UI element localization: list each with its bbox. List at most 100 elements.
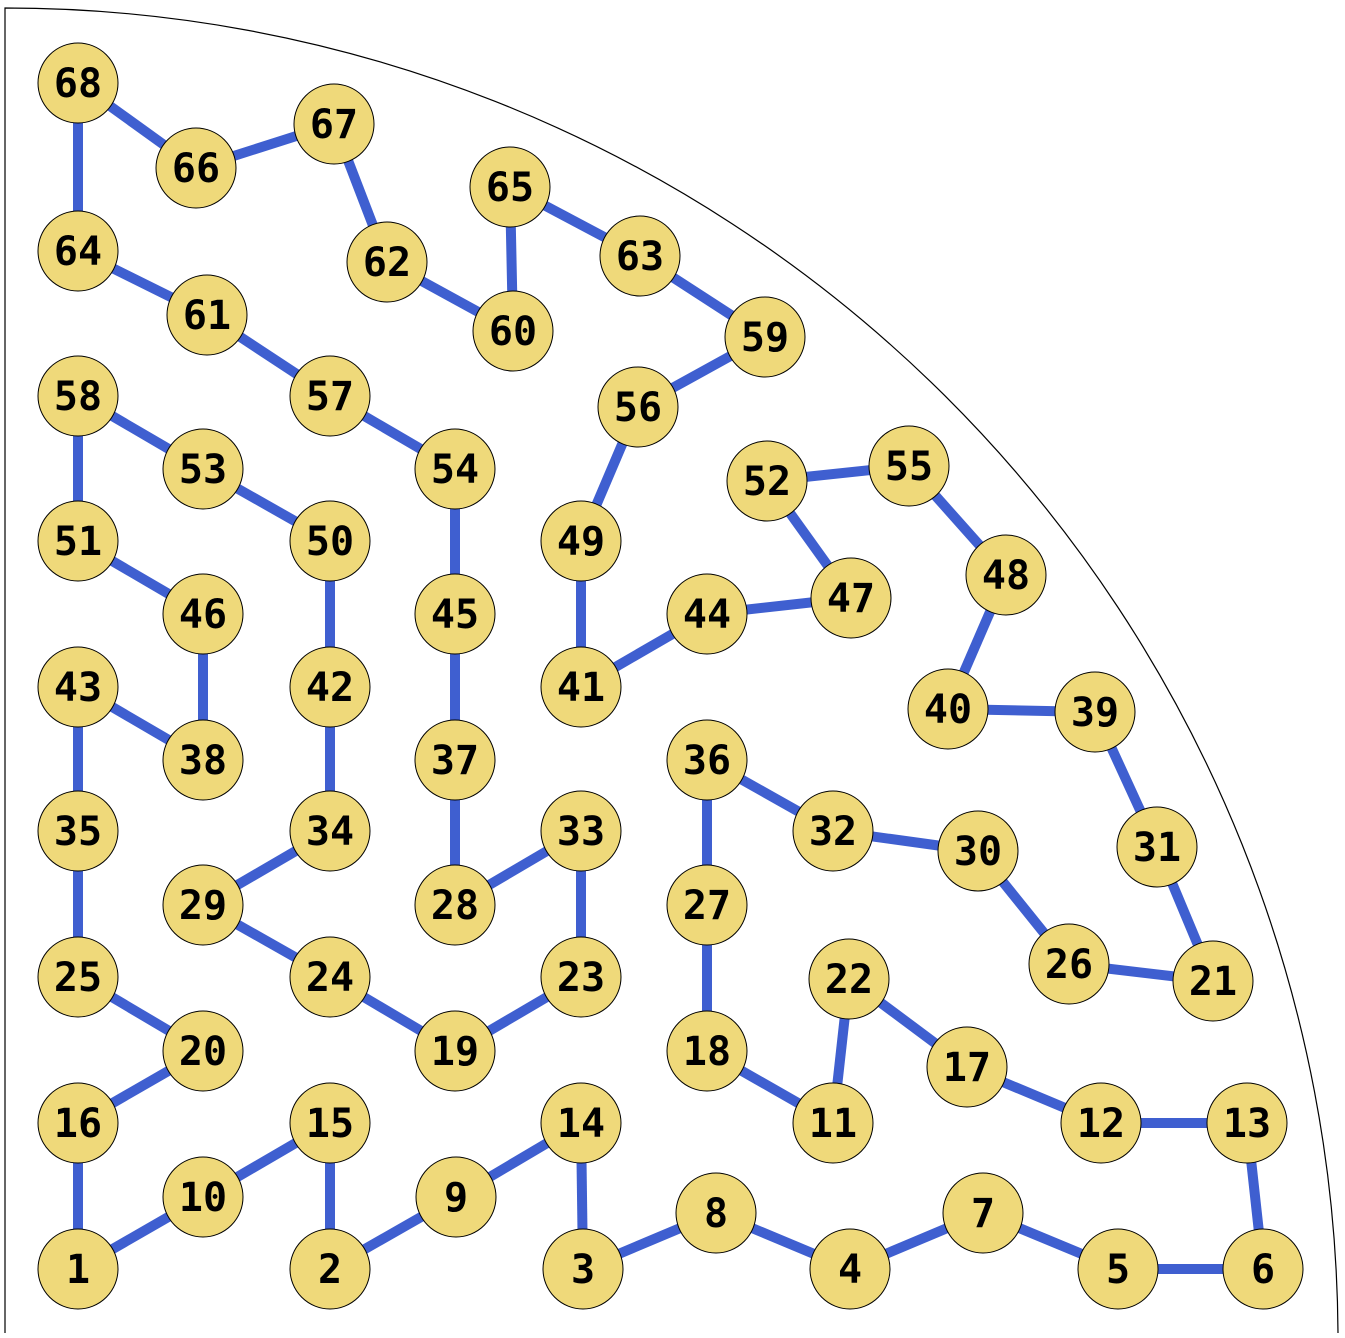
node-label: 48 xyxy=(982,553,1030,599)
node-circle xyxy=(1060,1082,1142,1164)
node-label: 65 xyxy=(486,165,534,211)
node-circle xyxy=(37,936,119,1018)
node-label: 67 xyxy=(310,102,358,148)
node-label: 7 xyxy=(971,1191,995,1237)
node-circle xyxy=(597,366,679,448)
node-31: 31 xyxy=(1116,806,1198,888)
node-label: 17 xyxy=(943,1045,991,1091)
node-1: 1 xyxy=(37,1228,119,1310)
node-circle xyxy=(599,215,681,297)
node-50: 50 xyxy=(289,500,371,582)
node-circle xyxy=(162,719,244,801)
node-label: 27 xyxy=(683,883,731,929)
node-10: 10 xyxy=(162,1156,244,1238)
node-37: 37 xyxy=(414,719,496,801)
node-label: 38 xyxy=(179,738,227,784)
node-label: 16 xyxy=(54,1101,102,1147)
node-circle xyxy=(37,646,119,728)
node-circle xyxy=(289,646,371,728)
node-label: 51 xyxy=(54,519,102,565)
node-circle xyxy=(1116,806,1198,888)
node-circle xyxy=(37,500,119,582)
node-25: 25 xyxy=(37,936,119,1018)
node-44: 44 xyxy=(666,573,748,655)
node-label: 9 xyxy=(444,1175,468,1221)
node-41: 41 xyxy=(540,646,622,728)
node-label: 35 xyxy=(54,809,102,855)
node-circle xyxy=(472,290,554,372)
node-circle xyxy=(414,428,496,510)
node-58: 58 xyxy=(37,355,119,437)
node-circle xyxy=(37,355,119,437)
node-label: 63 xyxy=(616,234,664,280)
node-63: 63 xyxy=(599,215,681,297)
node-label: 37 xyxy=(431,738,479,784)
node-circle xyxy=(162,573,244,655)
node-label: 6 xyxy=(1251,1247,1275,1293)
node-circle xyxy=(810,557,892,639)
node-circle xyxy=(1054,671,1136,753)
node-circle xyxy=(726,440,808,522)
node-circle xyxy=(666,864,748,946)
node-39: 39 xyxy=(1054,671,1136,753)
node-60: 60 xyxy=(472,290,554,372)
node-label: 36 xyxy=(683,738,731,784)
node-36: 36 xyxy=(666,719,748,801)
node-label: 34 xyxy=(306,809,354,855)
node-circle xyxy=(469,146,551,228)
node-label: 62 xyxy=(363,240,411,286)
node-circle xyxy=(540,1082,622,1164)
node-67: 67 xyxy=(293,83,375,165)
node-14: 14 xyxy=(540,1082,622,1164)
node-24: 24 xyxy=(289,936,371,1018)
node-circle xyxy=(907,668,989,750)
node-circle xyxy=(162,1156,244,1238)
node-64: 64 xyxy=(37,210,119,292)
node-circle xyxy=(868,425,950,507)
node-30: 30 xyxy=(937,810,1019,892)
node-13: 13 xyxy=(1206,1082,1288,1164)
node-circle xyxy=(414,573,496,655)
node-circle xyxy=(289,1228,371,1310)
node-label: 29 xyxy=(179,883,227,929)
node-circle xyxy=(289,500,371,582)
node-68: 68 xyxy=(37,42,119,124)
node-label: 25 xyxy=(54,955,102,1001)
node-label: 43 xyxy=(54,665,102,711)
node-circle xyxy=(1206,1082,1288,1164)
node-7: 7 xyxy=(942,1172,1024,1254)
node-circle xyxy=(346,221,428,303)
node-label: 54 xyxy=(431,447,479,493)
node-label: 57 xyxy=(306,374,354,420)
node-22: 22 xyxy=(808,938,890,1020)
node-28: 28 xyxy=(414,864,496,946)
node-circle xyxy=(293,83,375,165)
node-label: 32 xyxy=(809,809,857,855)
node-circle xyxy=(792,1082,874,1164)
node-23: 23 xyxy=(540,936,622,1018)
node-label: 46 xyxy=(179,592,227,638)
node-label: 28 xyxy=(431,883,479,929)
node-18: 18 xyxy=(666,1010,748,1092)
node-circle xyxy=(414,719,496,801)
node-21: 21 xyxy=(1172,940,1254,1022)
node-circle xyxy=(540,936,622,1018)
node-label: 52 xyxy=(743,459,791,505)
node-48: 48 xyxy=(965,534,1047,616)
node-61: 61 xyxy=(166,274,248,356)
node-43: 43 xyxy=(37,646,119,728)
node-circle xyxy=(37,42,119,124)
node-46: 46 xyxy=(162,573,244,655)
node-label: 40 xyxy=(924,687,972,733)
node-circle xyxy=(675,1172,757,1254)
node-16: 16 xyxy=(37,1082,119,1164)
node-label: 53 xyxy=(179,447,227,493)
node-label: 5 xyxy=(1106,1247,1130,1293)
node-6: 6 xyxy=(1222,1228,1304,1310)
node-15: 15 xyxy=(289,1082,371,1164)
node-circle xyxy=(926,1026,1008,1108)
node-35: 35 xyxy=(37,790,119,872)
node-circle xyxy=(540,646,622,728)
node-circle xyxy=(289,355,371,437)
quarter-circle-boundary xyxy=(4,7,1339,1334)
